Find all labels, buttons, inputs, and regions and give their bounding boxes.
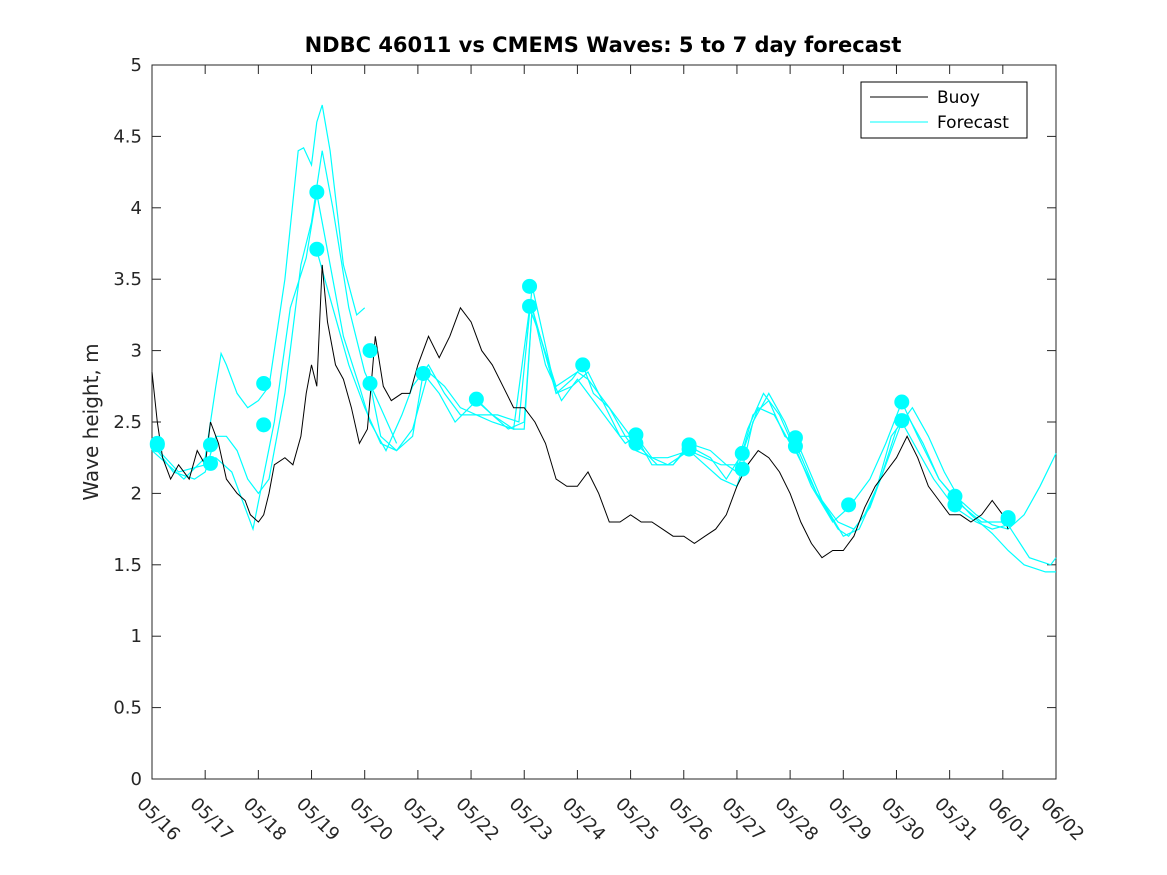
forecast-marker [681,441,697,457]
forecast-marker [468,391,484,407]
forecast-marker [362,343,378,359]
forecast-marker [415,365,431,381]
forecast-marker [149,437,165,453]
forecast-marker [522,298,538,314]
chart-title: NDBC 46011 vs CMEMS Waves: 5 to 7 day fo… [305,33,902,57]
forecast-marker [1000,511,1016,527]
y-tick-label: 2.5 [113,412,142,433]
forecast-marker [894,413,910,429]
y-tick-label: 2 [131,483,142,504]
forecast-marker [309,184,325,200]
forecast-marker [841,497,857,513]
forecast-marker [734,445,750,461]
legend-buoy-label: Buoy [937,88,980,108]
y-tick-label: 3.5 [113,269,142,290]
legend-forecast-label: Forecast [937,113,1009,133]
forecast-marker [628,435,644,451]
legend-box [860,81,1028,139]
y-tick-label: 0.5 [113,698,142,719]
y-tick-label: 3 [131,341,142,362]
legend: Buoy Forecast [860,81,1028,139]
y-tick-label: 5 [131,55,142,76]
forecast-marker [362,375,378,391]
y-tick-label: 1 [131,626,142,647]
forecast-marker [309,241,325,257]
forecast-marker [575,357,591,373]
forecast-marker [202,437,218,453]
forecast-marker [522,278,538,294]
forecast-marker [202,455,218,471]
forecast-marker [894,394,910,410]
forecast-marker [734,461,750,477]
forecast-line [151,150,398,495]
buoy-line [151,264,1009,559]
forecast-marker [256,417,272,433]
forecast-marker [787,438,803,454]
y-tick-label: 1.5 [113,555,142,576]
y-tick-label: 4.5 [113,126,142,147]
forecast-marker [256,375,272,391]
forecast-marker [947,497,963,513]
y-axis-label: Wave height, m [79,343,103,500]
y-tick-label: 4 [131,198,142,219]
y-tick-label: 0 [131,769,142,790]
